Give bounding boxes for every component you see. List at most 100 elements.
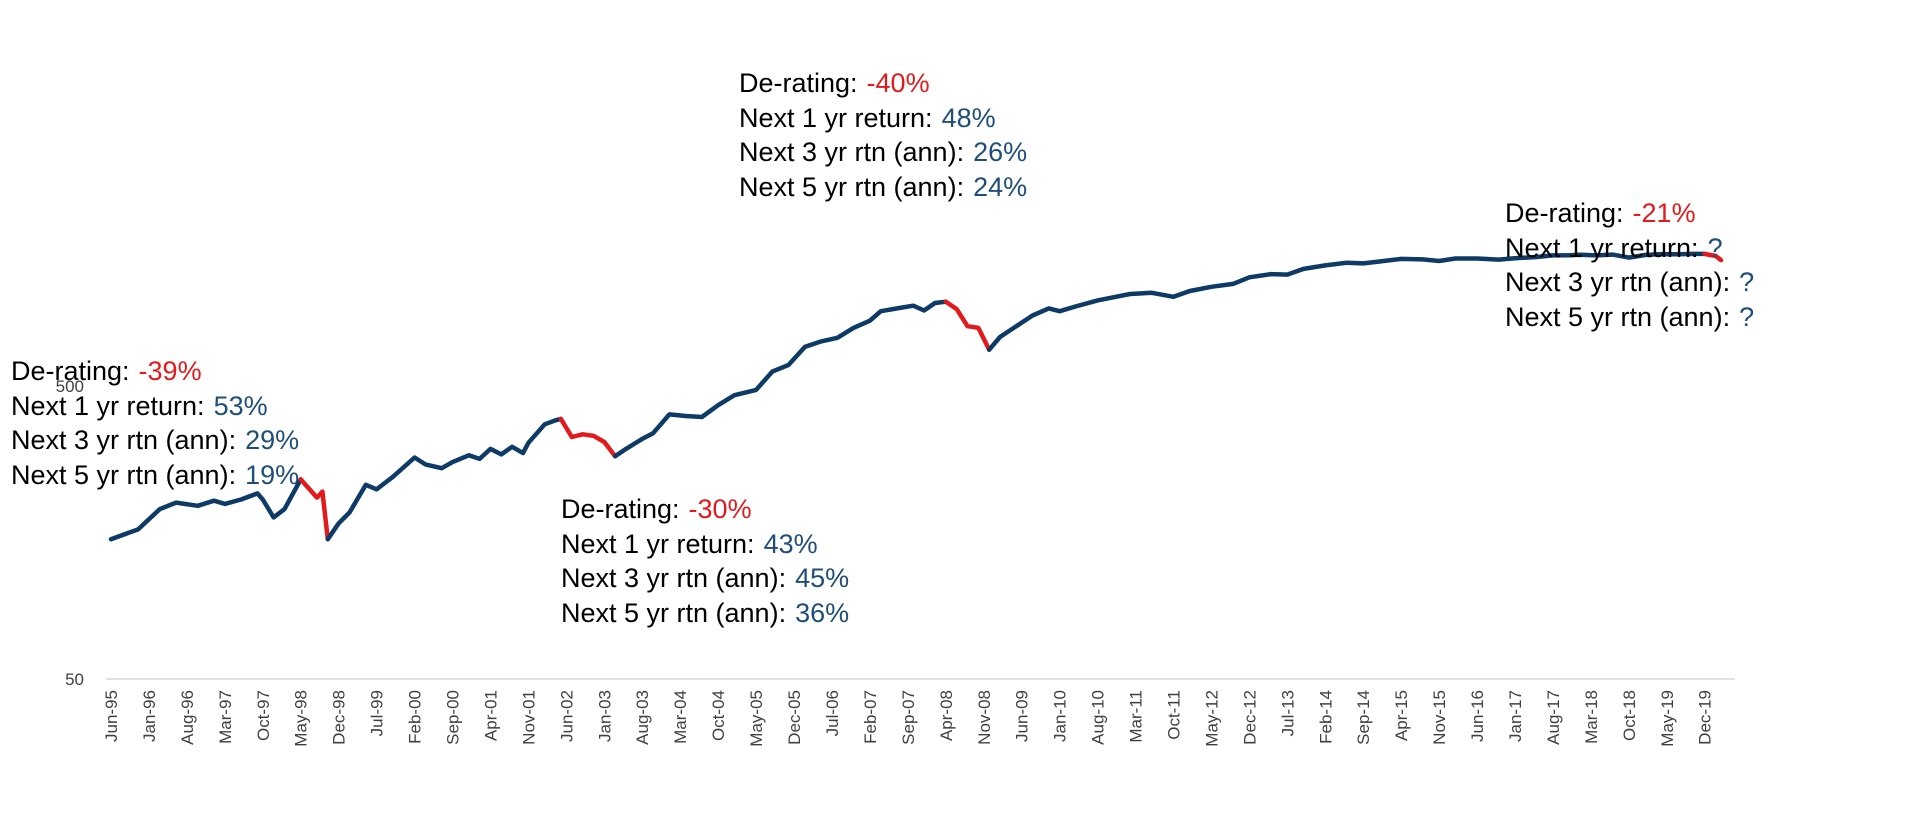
x-tick-label: Aug-17	[1544, 690, 1563, 745]
x-tick-label: Oct-04	[709, 690, 728, 741]
next-1yr-label: Next 1 yr return:	[11, 390, 205, 421]
annotation-2020: De-rating: -21% Next 1 yr return:? Next 3 y…	[1505, 196, 1754, 334]
annotation-1998: De-rating: -39% Next 1 yr return: 53% Next 3…	[11, 354, 299, 492]
x-tick-label: May-05	[747, 690, 766, 747]
x-tick-label: Jan-10	[1051, 690, 1070, 742]
series-line	[108, 251, 1724, 542]
x-tick-label: Aug-03	[633, 690, 652, 745]
next-5yr-label: Next 5 yr rtn (ann):	[1505, 301, 1731, 332]
x-tick-label: Nov-01	[519, 690, 538, 745]
x-tick-label: Dec-98	[330, 690, 349, 745]
x-tick-label: May-19	[1658, 690, 1677, 747]
next-1yr-row: Next 1 yr return:?	[1505, 231, 1754, 266]
next-3yr-value: ?	[1739, 267, 1755, 297]
next-5yr-row: Next 5 yr rtn (ann):?	[1505, 300, 1754, 335]
derating-label: De-rating:	[561, 494, 680, 524]
derating-segment	[1702, 251, 1724, 263]
next-1yr-row: Next 1 yr return: 43%	[561, 527, 849, 562]
y-axis-labels: 50 500	[56, 377, 84, 689]
x-tick-label: Oct-97	[254, 690, 273, 741]
index-segment	[108, 477, 303, 542]
x-tick-label: Mar-18	[1582, 690, 1601, 744]
x-tick-label: Feb-00	[406, 690, 425, 744]
next-3yr-label: Next 3 yr rtn (ann):	[1505, 267, 1731, 297]
x-tick-label: Apr-08	[937, 690, 956, 741]
x-tick-label: Apr-01	[481, 690, 500, 741]
next-5yr-value: ?	[1739, 301, 1755, 332]
x-tick-label: Dec-12	[1240, 690, 1259, 745]
x-tick-label: Feb-07	[861, 690, 880, 744]
next-3yr-label: Next 3 yr rtn (ann):	[11, 425, 237, 455]
x-tick-label: Nov-08	[975, 690, 994, 745]
next-3yr-label: Next 3 yr rtn (ann):	[739, 137, 965, 167]
next-5yr-row: Next 5 yr rtn (ann): 19%	[11, 458, 299, 493]
x-tick-label: Oct-11	[1164, 690, 1183, 740]
next-1yr-value: 48%	[941, 102, 996, 133]
next-1yr-label: Next 1 yr return:	[1505, 232, 1699, 263]
next-1yr-label: Next 1 yr return:	[561, 528, 755, 559]
annotation-2002: De-rating: -30% Next 1 yr return: 43% Next 3…	[561, 492, 849, 630]
x-tick-label: Jan-96	[140, 690, 159, 742]
x-tick-label: Jun-02	[557, 690, 576, 742]
x-tick-label: Sep-00	[444, 690, 463, 745]
derating-row: De-rating: -21%	[1505, 196, 1754, 231]
next-5yr-value: 19%	[245, 459, 300, 490]
x-tick-label: Jun-09	[1013, 690, 1032, 742]
annotation-2008: De-rating: -40% Next 1 yr return: 48% Next 3…	[739, 66, 1027, 204]
next-5yr-row: Next 5 yr rtn (ann): 36%	[561, 596, 849, 631]
next-1yr-row: Next 1 yr return: 53%	[11, 389, 299, 424]
derating-segment	[298, 477, 331, 542]
x-tick-label: Nov-15	[1430, 690, 1449, 745]
x-tick-label: Dec-05	[785, 690, 804, 745]
x-tick-label: Jul-06	[823, 690, 842, 736]
derating-value: -21%	[1632, 198, 1696, 228]
x-tick-label: Sep-07	[899, 690, 918, 745]
derating-value: -40%	[866, 68, 930, 98]
next-5yr-label: Next 5 yr rtn (ann):	[11, 459, 237, 490]
derating-value: -30%	[688, 494, 752, 524]
derating-label: De-rating:	[1505, 198, 1624, 228]
x-tick-label: Feb-14	[1316, 690, 1335, 744]
x-tick-label: Aug-96	[178, 690, 197, 745]
next-5yr-value: 24%	[973, 171, 1028, 202]
x-tick-label: Apr-15	[1392, 690, 1411, 741]
derating-row: De-rating: -39%	[11, 354, 299, 389]
x-tick-label: May-98	[292, 690, 311, 747]
index-segment	[986, 251, 1707, 352]
next-5yr-value: 36%	[795, 597, 850, 628]
next-3yr-value: 29%	[245, 425, 300, 455]
derating-value: -39%	[138, 356, 202, 386]
x-tick-label: Aug-10	[1089, 690, 1108, 745]
next-3yr-row: Next 3 yr rtn (ann): 45%	[561, 561, 849, 596]
x-tick-label: Jul-13	[1278, 690, 1297, 736]
next-1yr-value: ?	[1707, 232, 1723, 263]
x-tick-label: Sep-14	[1354, 690, 1373, 745]
x-tick-label: Oct-18	[1620, 690, 1639, 741]
derating-segment	[558, 416, 618, 459]
next-1yr-row: Next 1 yr return: 48%	[739, 101, 1027, 136]
x-tick-label: Jul-99	[368, 690, 387, 736]
next-1yr-value: 43%	[763, 528, 818, 559]
derating-row: De-rating: -30%	[561, 492, 849, 527]
x-axis-tick-labels: Jun-95 Jan-96 Aug-96 Mar-97 Oct-97 May-98 Dec-…	[102, 690, 1715, 747]
y-tick-label: 50	[65, 670, 84, 689]
next-5yr-label: Next 5 yr rtn (ann):	[561, 597, 787, 628]
next-5yr-row: Next 5 yr rtn (ann): 24%	[739, 170, 1027, 205]
derating-label: De-rating:	[11, 356, 130, 386]
next-1yr-label: Next 1 yr return:	[739, 102, 933, 133]
next-3yr-value: 45%	[795, 563, 850, 593]
x-tick-label: Mar-11	[1127, 690, 1146, 743]
derating-segment	[943, 299, 992, 352]
index-segment	[612, 299, 949, 459]
y-tick-label: 500	[56, 377, 84, 396]
derating-label: De-rating:	[739, 68, 858, 98]
x-tick-label: Mar-97	[216, 690, 235, 744]
x-tick-label: Jan-17	[1506, 690, 1525, 742]
next-3yr-label: Next 3 yr rtn (ann):	[561, 563, 787, 593]
next-3yr-row: Next 3 yr rtn (ann): 26%	[739, 135, 1027, 170]
next-1yr-value: 53%	[213, 390, 268, 421]
x-tick-label: Jun-95	[102, 690, 121, 742]
next-3yr-value: 26%	[973, 137, 1028, 167]
x-tick-label: Jan-03	[595, 690, 614, 742]
